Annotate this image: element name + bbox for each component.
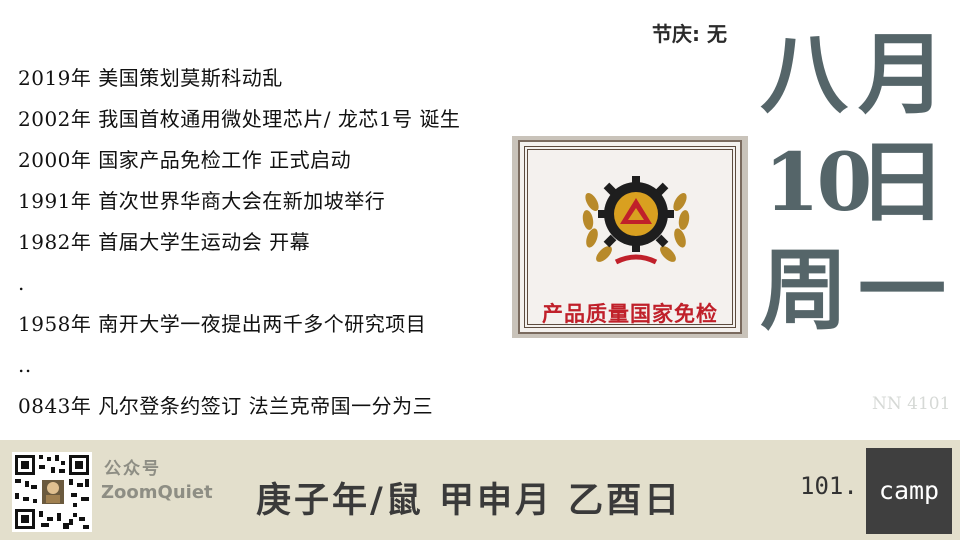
quality-emblem-icon bbox=[582, 176, 690, 265]
brand-prefix: 101. bbox=[800, 472, 858, 500]
watermark-text: NN 4101 bbox=[872, 394, 951, 414]
footer-bar: 公众号 ZoomQuiet 庚子年/鼠 甲申月 乙酉日 101. camp bbox=[0, 440, 960, 540]
ganzhi-date: 庚子年/鼠 甲申月 乙酉日 bbox=[256, 480, 683, 521]
event-separator: .. bbox=[18, 353, 32, 377]
brand-logo: camp bbox=[866, 448, 952, 534]
weekday-value: 一 bbox=[858, 238, 947, 342]
public-account-name: ZoomQuiet bbox=[101, 482, 213, 503]
event-item: 2002年 我国首枚通用微处理芯片/ 龙芯1号 诞生 bbox=[18, 107, 461, 131]
event-item: 1991年 首次世界华商大会在新加坡举行 bbox=[18, 189, 386, 213]
day-unit: 日 bbox=[858, 130, 947, 234]
month-number: 八 bbox=[760, 22, 849, 126]
event-separator: . bbox=[18, 271, 25, 295]
day-number: 10 bbox=[764, 135, 872, 229]
qr-code-icon[interactable] bbox=[12, 452, 92, 532]
month-unit: 月 bbox=[858, 22, 947, 126]
event-item: 2000年 国家产品免检工作 正式启动 bbox=[18, 148, 352, 172]
certificate-image: 产品质量国家免检 bbox=[512, 136, 748, 338]
festival-label: 节庆: 无 bbox=[652, 22, 727, 46]
certificate-plaque: 产品质量国家免检 bbox=[518, 140, 742, 334]
history-events-list: 2019年 美国策划莫斯科动乱 2002年 我国首枚通用微处理芯片/ 龙芯1号 … bbox=[18, 58, 578, 427]
weekday-prefix: 周 bbox=[760, 238, 849, 342]
public-account-label: 公众号 bbox=[104, 459, 161, 479]
event-item: 0843年 凡尔登条约签订 法兰克帝国一分为三 bbox=[18, 394, 434, 418]
certificate-border bbox=[524, 146, 736, 328]
certificate-text: 产品质量国家免检 bbox=[542, 302, 718, 326]
event-item: 1982年 首届大学生运动会 开幕 bbox=[18, 230, 311, 254]
brand-suffix: camp bbox=[878, 476, 940, 505]
event-item: 1958年 南开大学一夜提出两千多个研究项目 bbox=[18, 312, 427, 336]
event-item: 2019年 美国策划莫斯科动乱 bbox=[18, 66, 283, 90]
